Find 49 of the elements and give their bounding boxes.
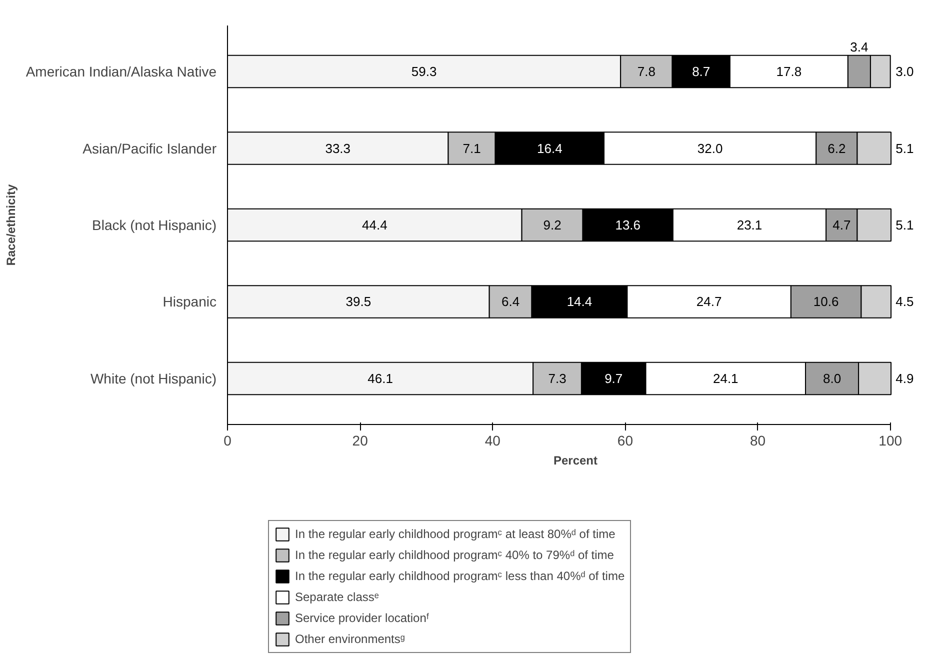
data-label: 23.1 (736, 218, 762, 232)
x-tick-label: 80 (750, 432, 766, 448)
data-label: 4.5 (896, 294, 914, 310)
data-label: 6.2 (828, 140, 846, 156)
y-axis-title: Race/ethnicity (4, 184, 18, 266)
legend-label: In the regular early childhood programᶜ at least 80%ᵈ of time (295, 526, 616, 542)
legend-label: Separate classᵉ (295, 589, 379, 605)
data-label: 14.4 (566, 294, 592, 310)
data-label: 59.3 (411, 64, 437, 80)
data-label: 24.7 (696, 294, 722, 310)
y-tick-label: Hispanic (162, 294, 217, 310)
data-label: 4.9 (896, 370, 914, 386)
legend-label: In the regular early childhood programᶜ less than 40%ᵈ of time (295, 568, 625, 584)
data-label: 9.2 (543, 218, 562, 232)
data-label: 24.1 (712, 370, 738, 386)
data-label: 4.7 (832, 218, 851, 232)
data-label: 39.5 (346, 294, 372, 310)
data-label: 16.4 (537, 140, 562, 156)
data-label: 7.8 (637, 64, 656, 80)
data-label: 44.4 (362, 218, 388, 232)
y-tick-label: Asian/Pacific Islander (82, 140, 217, 156)
data-label: 7.1 (462, 140, 481, 156)
data-label: 17.8 (776, 64, 802, 80)
x-tick-label: 20 (352, 432, 368, 448)
y-tick-label: American Indian/Alaska Native (26, 64, 217, 80)
data-label: 10.6 (813, 294, 839, 310)
data-label: 32.0 (697, 140, 723, 156)
x-axis-title: Percent (553, 454, 598, 468)
data-label: 8.0 (822, 370, 842, 386)
y-tick-label: Black (not Hispanic) (92, 217, 217, 233)
x-tick-label: 0 (224, 432, 232, 448)
legend-label: In the regular early childhood programᶜ 40% to 79%ᵈ of time (295, 547, 614, 563)
y-tick-label: White (not Hispanic) (90, 370, 217, 386)
data-label: 7.3 (548, 370, 566, 386)
legend-label: Other environmentsᵍ (295, 631, 405, 647)
data-label: 3.0 (896, 64, 914, 80)
x-tick-label: 60 (617, 432, 634, 448)
x-tick-label: 40 (484, 432, 501, 448)
data-label: 8.7 (692, 64, 710, 80)
data-label: 13.6 (615, 218, 641, 232)
data-label: 3.4 (850, 40, 868, 55)
legend-label: Service provider locationᶠ (295, 610, 430, 626)
data-label: 46.1 (368, 370, 393, 386)
data-label: 9.7 (604, 370, 623, 386)
data-label: 5.1 (896, 218, 914, 232)
data-label: 6.4 (502, 294, 520, 310)
data-label: 33.3 (325, 140, 351, 156)
data-label: 5.1 (896, 140, 914, 156)
x-tick-label: 100 (878, 432, 902, 448)
